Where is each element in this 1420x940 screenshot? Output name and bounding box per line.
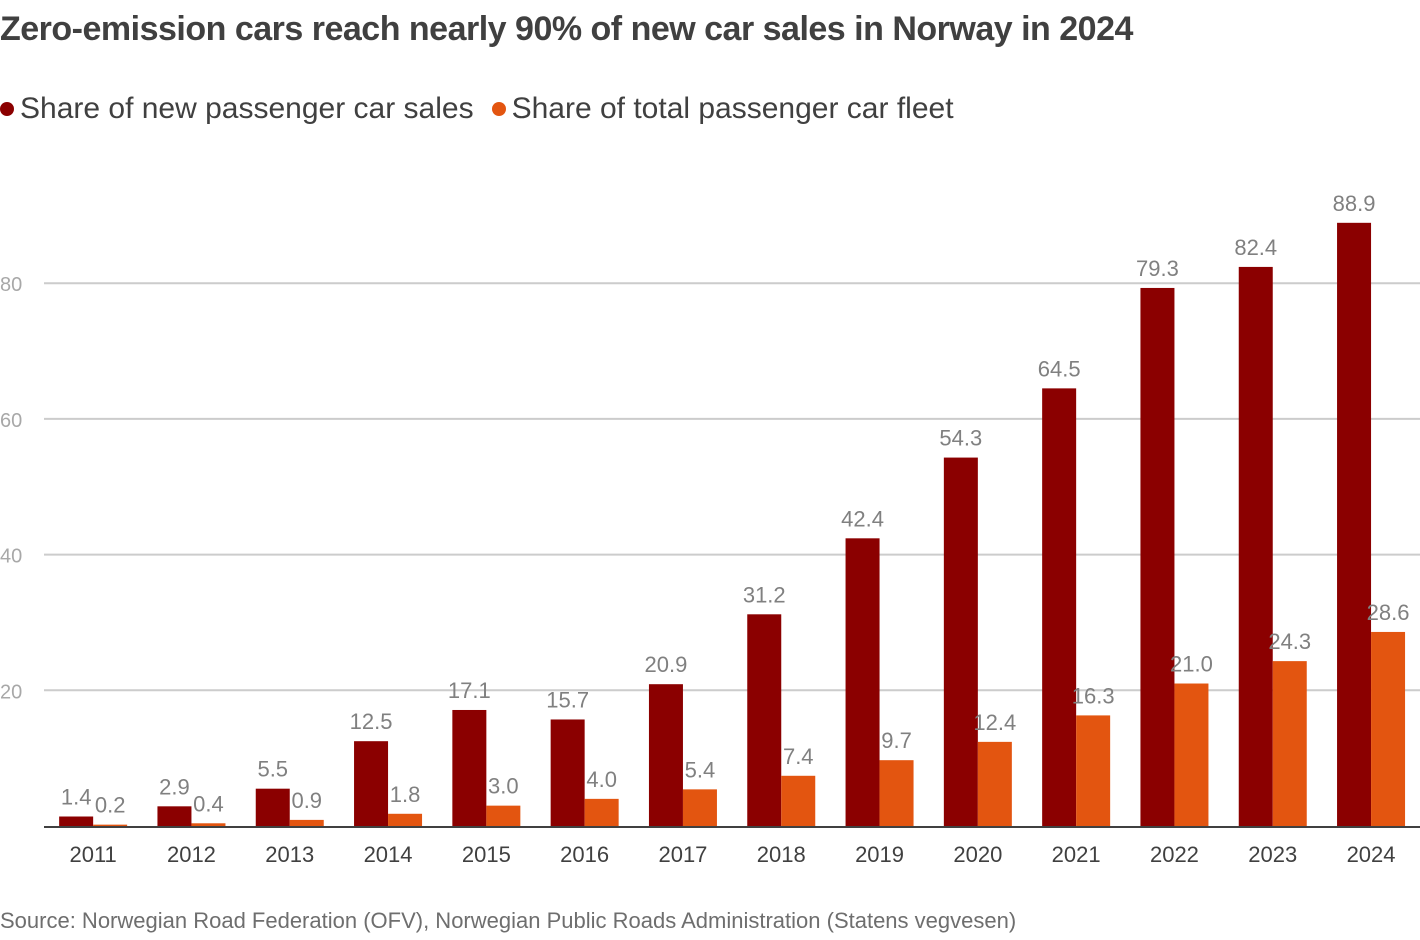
x-tick-label-2019: 2019 (855, 842, 904, 867)
bar-new-sales-2016 (550, 719, 585, 826)
value-label-fleet-2019: 9.7 (881, 728, 912, 753)
bar-new-sales-2024 (1337, 222, 1372, 827)
bar-fleet-2013 (289, 819, 324, 826)
bar-fleet-2021 (1076, 715, 1111, 826)
bar-fleet-2016 (584, 798, 619, 826)
value-label-fleet-2015: 3.0 (488, 774, 519, 799)
bar-fleet-2018 (781, 775, 816, 826)
value-label-fleet-2018: 7.4 (783, 744, 814, 769)
bar-new-sales-2015 (452, 709, 487, 826)
bar-new-sales-2023 (1238, 266, 1273, 826)
bar-fleet-2012 (191, 823, 226, 826)
x-tick-label-2018: 2018 (757, 842, 806, 867)
y-tick-label: 80 (0, 274, 22, 296)
value-label-new-sales-2011: 1.4 (61, 785, 92, 810)
legend-swatch-fleet (491, 102, 506, 116)
value-label-fleet-2014: 1.8 (390, 782, 421, 807)
value-labels: 1.4 0.2 2.90.4 5.50.9 12.5 1.8 17.1 3.0 15.7 4.0 2… (61, 191, 1410, 818)
value-label-new-sales-2022: 79.3 (1136, 256, 1179, 281)
x-tick-label-2012: 2012 (167, 842, 216, 867)
y-axis-ticks: 20 40 60 80 (0, 274, 22, 703)
value-label-new-sales-2014: 12.5 (350, 709, 393, 734)
x-tick-label-2011: 2011 (69, 842, 116, 867)
bar-new-sales-2022 (1140, 287, 1175, 827)
bar-fleet-2022 (1174, 683, 1209, 826)
value-label-new-sales-2018: 31.2 (743, 582, 786, 607)
value-label-new-sales-2012: 2.9 (159, 774, 190, 799)
bar-new-sales-2019 (845, 538, 880, 826)
bar-new-sales-2011 (59, 816, 94, 826)
legend: Share of new passenger car sales Share o… (0, 92, 972, 126)
value-label-fleet-2024: 28.6 (1367, 600, 1410, 625)
bar-fleet-2017 (682, 789, 717, 826)
bar-new-sales-2017 (648, 684, 683, 826)
legend-item-new-sales: Share of new passenger car sales (0, 92, 474, 126)
x-tick-label-2017: 2017 (658, 842, 707, 867)
source-note: Source: Norwegian Road Federation (OFV),… (0, 908, 1017, 933)
value-label-fleet-2016: 4.0 (586, 767, 617, 792)
x-tick-label-2022: 2022 (1150, 842, 1199, 867)
bar-fleet-2020 (977, 741, 1012, 826)
value-label-new-sales-2013: 5.5 (257, 757, 288, 782)
value-label-fleet-2011: 0.2 (95, 793, 126, 818)
gridlines (44, 282, 1420, 692)
bar-fleet-2024 (1371, 631, 1406, 826)
value-label-new-sales-2017: 20.9 (645, 652, 688, 677)
y-tick-label: 40 (0, 546, 22, 568)
legend-item-fleet: Share of total passenger car fleet (491, 92, 954, 126)
x-tick-label-2014: 2014 (364, 842, 413, 867)
chart-title: Zero-emission cars reach nearly 90% of n… (0, 10, 1133, 48)
x-axis-labels: 2011 2012 2013 2014 2015 2016 2017 2018 2019 2020… (69, 842, 1395, 867)
value-label-fleet-2012: 0.4 (193, 791, 224, 816)
bar-fleet-2014 (388, 813, 423, 826)
bar-fleet-2015 (486, 805, 521, 826)
bar-fleet-2019 (879, 760, 914, 826)
x-tick-label-2023: 2023 (1248, 842, 1297, 867)
bar-new-sales-2021 (1042, 388, 1077, 826)
legend-swatch-new-sales (0, 102, 14, 116)
bar-fleet-2011 (93, 824, 128, 826)
x-tick-label-2013: 2013 (265, 842, 314, 867)
x-tick-label-2020: 2020 (953, 842, 1002, 867)
value-label-fleet-2017: 5.4 (685, 757, 716, 782)
legend-label-new-sales: Share of new passenger car sales (20, 92, 474, 125)
value-label-new-sales-2016: 15.7 (546, 687, 589, 712)
value-label-new-sales-2024: 88.9 (1333, 191, 1376, 216)
bar-new-sales-2020 (943, 457, 978, 826)
value-label-fleet-2023: 24.3 (1268, 629, 1311, 654)
value-label-new-sales-2015: 17.1 (448, 678, 491, 703)
bar-fleet-2023 (1272, 661, 1307, 826)
x-tick-label-2015: 2015 (462, 842, 511, 867)
bar-new-sales-2012 (157, 806, 192, 826)
x-tick-label-2016: 2016 (560, 842, 609, 867)
y-tick-label: 20 (0, 681, 22, 703)
x-tick-label-2024: 2024 (1347, 842, 1396, 867)
value-label-new-sales-2019: 42.4 (841, 506, 884, 531)
bar-new-sales-2013 (255, 788, 290, 826)
value-label-fleet-2013: 0.9 (291, 788, 322, 813)
value-label-fleet-2022: 21.0 (1170, 652, 1213, 677)
x-tick-label-2021: 2021 (1052, 842, 1101, 867)
value-label-fleet-2020: 12.4 (973, 710, 1016, 735)
bars (59, 222, 1406, 827)
y-tick-label: 60 (0, 410, 22, 432)
value-label-new-sales-2023: 82.4 (1234, 235, 1277, 260)
value-label-fleet-2021: 16.3 (1072, 683, 1115, 708)
bar-new-sales-2018 (747, 614, 782, 826)
value-label-new-sales-2021: 64.5 (1038, 356, 1081, 381)
legend-label-fleet: Share of total passenger car fleet (511, 92, 954, 125)
bar-new-sales-2014 (354, 741, 389, 826)
value-label-new-sales-2020: 54.3 (939, 426, 982, 451)
